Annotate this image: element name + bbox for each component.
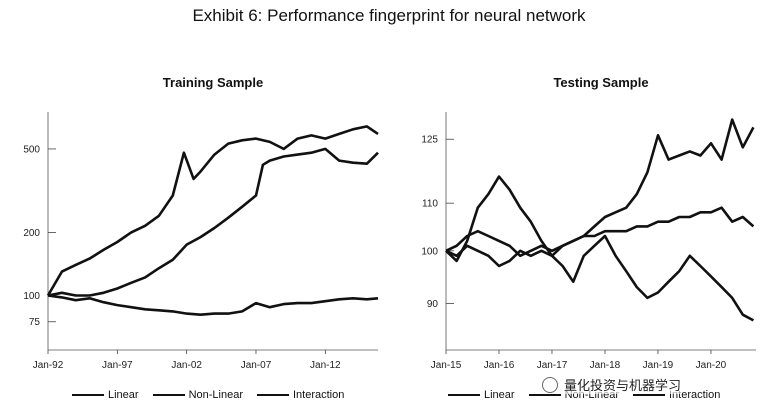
training-series-interaction	[46, 125, 379, 297]
legend-item-interaction: Interaction	[257, 389, 344, 401]
wechat-icon	[542, 376, 558, 393]
legend-label-nonlinear: Non-Linear	[188, 389, 243, 401]
legend-item-linear: Linear	[72, 389, 139, 401]
legend-label-interaction: Interaction	[669, 389, 721, 401]
training-x-tick-label: Jan-12	[310, 360, 341, 371]
chart-title-training: Training Sample	[162, 75, 264, 90]
testing-y-tick-label: 110	[422, 199, 438, 210]
legend-item-linear: Linear	[448, 389, 515, 401]
legend-swatch-nonlinear	[152, 394, 185, 396]
testing-x-tick-label: Jan-16	[484, 360, 515, 371]
testing-series-non-linear	[445, 206, 755, 258]
training-x-tick-label: Jan-02	[171, 360, 202, 371]
legend-swatch-nonlinear	[528, 394, 561, 396]
watermark-text: 量化投资与机器学习	[564, 378, 682, 393]
training-x-tick-label: Jan-07	[241, 360, 272, 371]
legend-item-interaction: Interaction	[633, 389, 720, 401]
testing-x-tick-label: Jan-18	[590, 360, 621, 371]
training-y-tick-label: 100	[23, 291, 40, 302]
testing-y-tick-label: 100	[421, 246, 438, 257]
testing-series-interaction	[445, 118, 755, 268]
exhibit-title: Exhibit 6: Performance fingerprint for n…	[192, 6, 586, 25]
testing-x-tick-label: Jan-15	[431, 360, 462, 371]
training-y-tick-label: 200	[23, 228, 40, 239]
legend-swatch-interaction	[633, 394, 665, 396]
legend-item-nonlinear: Non-Linear	[152, 389, 243, 401]
legend-swatch-linear	[72, 394, 104, 396]
training-series-linear	[47, 294, 379, 316]
legend-label-linear: Linear	[484, 389, 515, 401]
training-x-tick-label: Jan-92	[33, 360, 64, 371]
testing-y-tick-label: 90	[427, 299, 439, 310]
training-series-non-linear	[47, 147, 379, 297]
testing-x-tick-label: Jan-17	[537, 360, 568, 371]
legend-label-interaction: Interaction	[293, 389, 345, 401]
training-x-tick-label: Jan-97	[102, 360, 133, 371]
training-y-tick-label: 75	[29, 317, 41, 328]
legend-training: Linear Non-Linear Interaction	[72, 389, 358, 401]
testing-x-tick-label: Jan-20	[696, 360, 727, 371]
testing-x-tick-label: Jan-19	[643, 360, 674, 371]
legend-swatch-linear	[448, 394, 480, 396]
chart-title-testing: Testing Sample	[553, 75, 649, 90]
testing-series-linear	[445, 175, 755, 322]
legend-label-linear: Linear	[108, 389, 139, 401]
training-y-tick-label: 500	[23, 144, 40, 155]
watermark: 量化投资与机器学习	[542, 375, 682, 394]
testing-y-tick-label: 125	[421, 135, 438, 146]
legend-swatch-interaction	[257, 394, 289, 396]
